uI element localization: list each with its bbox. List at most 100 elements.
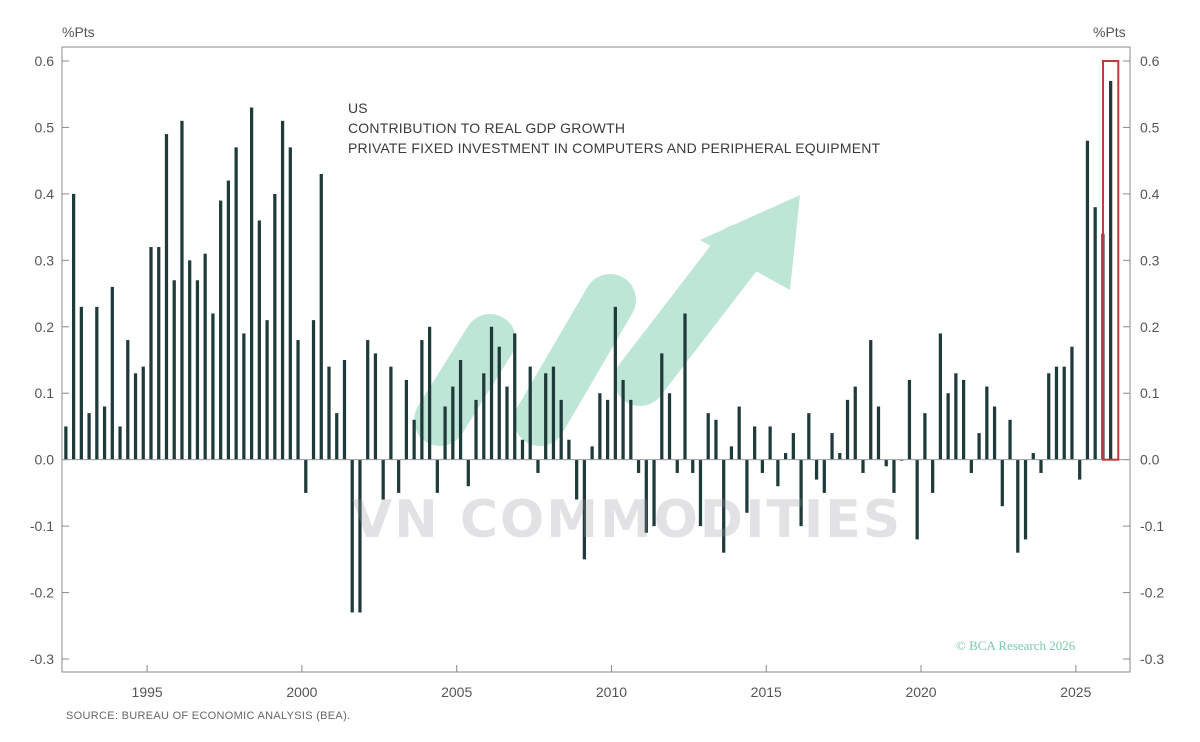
bar	[536, 459, 540, 473]
bar	[683, 313, 687, 460]
bar	[257, 220, 261, 460]
bar	[845, 399, 850, 460]
bar	[319, 173, 323, 460]
bar	[660, 353, 664, 460]
y-tick-label-left: -0.2	[30, 585, 54, 601]
bar	[427, 326, 432, 460]
y-tick-label-left: 0.0	[35, 452, 55, 468]
bar	[296, 340, 300, 460]
y-unit-right: %Pts	[1093, 24, 1126, 40]
bar	[389, 366, 393, 460]
bar	[1008, 419, 1012, 460]
bar	[814, 459, 819, 480]
bar	[706, 413, 710, 460]
y-tick-label-right: -0.1	[1140, 518, 1164, 534]
bar	[164, 134, 169, 460]
bar	[1078, 459, 1082, 480]
bar	[172, 280, 176, 460]
bar	[102, 406, 107, 460]
bar	[737, 406, 741, 460]
y-tick-label-right: 0.3	[1140, 252, 1160, 268]
bar	[869, 340, 873, 460]
bar	[188, 260, 192, 460]
bar	[892, 459, 896, 493]
x-tick-label: 2020	[905, 684, 936, 700]
y-unit-left: %Pts	[62, 24, 95, 40]
bar	[807, 413, 811, 460]
y-tick-label-left: 0.3	[35, 252, 55, 268]
y-tick-label-left: 0.1	[35, 385, 55, 401]
chart-title: US CONTRIBUTION TO REAL GDP GROWTH PRIVA…	[348, 98, 880, 158]
y-tick-label-left: 0.4	[35, 186, 55, 202]
bar	[64, 426, 68, 460]
bar	[451, 386, 455, 460]
bar	[768, 426, 772, 460]
bar	[1085, 140, 1090, 460]
bar	[946, 393, 950, 460]
x-axis: 1995 2000 2005 2010 2015 2020 2025	[132, 665, 1092, 700]
x-tick-label: 2010	[596, 684, 627, 700]
bar	[675, 459, 679, 473]
bar	[753, 426, 757, 460]
y-axis-right: -0.3 -0.2 -0.1 0.0 0.1 0.2 0.3 0.4 0.5 0.6	[1123, 53, 1164, 667]
bar	[234, 147, 238, 460]
bar	[273, 193, 277, 460]
bar	[799, 459, 803, 527]
bar	[474, 399, 478, 460]
bar	[745, 459, 749, 513]
x-tick-label: 2025	[1060, 684, 1091, 700]
bar	[907, 379, 912, 460]
bar	[590, 446, 594, 460]
bar	[95, 306, 99, 460]
bar	[722, 459, 726, 553]
y-tick-label-right: 0.5	[1140, 119, 1160, 135]
bar	[853, 386, 857, 460]
bar	[1109, 80, 1113, 460]
bar	[133, 373, 138, 460]
bar	[157, 247, 161, 460]
bar	[931, 459, 935, 493]
bar	[776, 459, 780, 487]
bar	[838, 453, 842, 460]
bar	[420, 340, 424, 460]
bar	[366, 340, 370, 460]
bar	[923, 413, 927, 460]
bar	[575, 459, 579, 500]
bar	[358, 459, 362, 613]
bar	[489, 326, 494, 460]
bar	[520, 439, 525, 460]
title-line-2: CONTRIBUTION TO REAL GDP GROWTH	[348, 120, 626, 136]
bar	[1070, 346, 1074, 460]
bar	[513, 333, 517, 460]
y-axis-left: -0.3 -0.2 -0.1 0.0 0.1 0.2 0.3 0.4 0.5 0.6	[30, 53, 69, 667]
bar	[79, 306, 83, 460]
bar	[876, 406, 881, 460]
bar	[605, 399, 610, 460]
bar	[985, 386, 989, 460]
bar	[961, 379, 966, 460]
bar	[211, 313, 215, 460]
y-tick-label-left: 0.6	[35, 53, 55, 69]
bar	[977, 433, 981, 460]
bar	[760, 459, 765, 473]
bar	[226, 180, 231, 460]
bar	[698, 459, 703, 527]
bar	[969, 459, 973, 473]
bar	[1023, 459, 1028, 540]
bar	[652, 459, 656, 527]
y-tick-label-right: 0.6	[1140, 53, 1160, 69]
bar	[482, 373, 486, 460]
bar	[1047, 373, 1051, 460]
bar	[544, 373, 548, 460]
bar	[466, 459, 470, 487]
bar	[505, 386, 509, 460]
bar	[884, 459, 888, 467]
credit-text: © BCA Research 2026	[956, 638, 1076, 653]
y-tick-label-right: 0.4	[1140, 186, 1160, 202]
bar	[249, 107, 254, 460]
bar	[791, 433, 795, 460]
bar	[783, 453, 788, 460]
bar	[265, 320, 269, 460]
bar	[141, 366, 145, 460]
